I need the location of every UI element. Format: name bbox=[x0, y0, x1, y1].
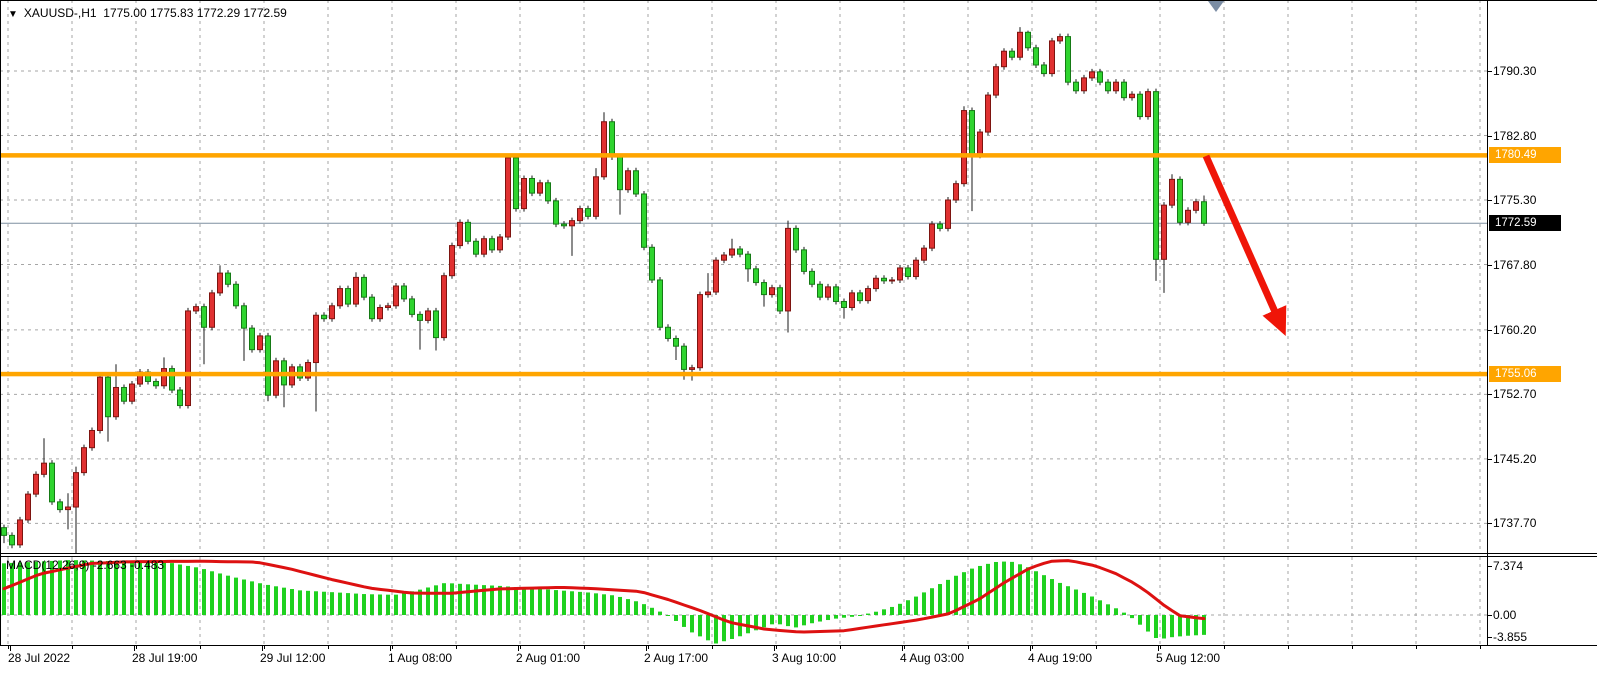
time-axis-major-tick bbox=[774, 646, 775, 651]
macd-axis-tick bbox=[1488, 615, 1492, 616]
ohlc-low: 1772.29 bbox=[196, 6, 241, 20]
support-line[interactable] bbox=[0, 371, 1487, 377]
panel-separator-top bbox=[0, 553, 1597, 554]
price-axis-separator bbox=[1487, 0, 1488, 646]
price-axis-tick bbox=[1488, 135, 1492, 137]
time-axis-tick bbox=[648, 646, 649, 649]
macd-axis-label: 0.00 bbox=[1493, 608, 1517, 622]
price-axis-tick bbox=[1488, 329, 1492, 331]
macd-histogram bbox=[2, 560, 1206, 644]
time-axis-tick bbox=[200, 646, 201, 649]
price-axis-label: 1752.70 bbox=[1493, 387, 1537, 402]
chart-shift-marker-icon[interactable] bbox=[1208, 1, 1224, 12]
time-axis-label: 3 Aug 10:00 bbox=[772, 651, 837, 665]
price-axis-tick bbox=[1488, 394, 1492, 396]
time-axis-tick bbox=[1160, 646, 1161, 649]
chart-top-border bbox=[0, 0, 1597, 1]
macd-signal-line bbox=[2, 559, 1206, 634]
macd-axis-label: 7.374 bbox=[1493, 559, 1524, 573]
time-axis-major-tick bbox=[1030, 646, 1031, 651]
time-axis-tick bbox=[1096, 646, 1097, 649]
macd-indicator-label: MACD(12,26,9) -2.663 -0.483 bbox=[6, 558, 165, 572]
time-axis-label: 2 Aug 17:00 bbox=[644, 651, 709, 665]
price-axis-label: 1782.80 bbox=[1493, 128, 1537, 143]
time-axis-tick bbox=[904, 646, 905, 649]
time-axis-label: 28 Jul 19:00 bbox=[132, 651, 198, 665]
symbol-ohlc-header: ▼ XAUUSD-,H1 1775.00 1775.83 1772.29 1772… bbox=[8, 6, 287, 20]
time-axis-tick bbox=[1480, 646, 1481, 649]
time-axis-tick bbox=[8, 646, 9, 649]
price-axis-label: 1790.30 bbox=[1493, 64, 1537, 78]
macd-axis-tick bbox=[1488, 566, 1492, 567]
time-axis-label: 2 Aug 01:00 bbox=[516, 651, 581, 665]
time-axis-label: 4 Aug 03:00 bbox=[900, 651, 965, 665]
price-axis-tick bbox=[1488, 264, 1492, 266]
price-axis-tick bbox=[1488, 458, 1492, 460]
time-axis-major-tick bbox=[10, 646, 11, 651]
time-axis-label: 28 Jul 2022 bbox=[8, 651, 71, 665]
time-axis-major-tick bbox=[902, 646, 903, 651]
time-axis-tick bbox=[1224, 646, 1225, 649]
price-axis-tick bbox=[1488, 523, 1492, 525]
time-axis-tick bbox=[712, 646, 713, 649]
time-axis-tick bbox=[840, 646, 841, 649]
time-axis-label: 1 Aug 08:00 bbox=[388, 651, 453, 665]
time-axis-tick bbox=[1352, 646, 1353, 649]
price-axis-label: 1767.80 bbox=[1493, 257, 1537, 272]
time-axis-tick bbox=[776, 646, 777, 649]
time-axis-tick bbox=[392, 646, 393, 649]
main-price-chart[interactable] bbox=[0, 0, 1487, 553]
macd-indicator-panel[interactable] bbox=[0, 557, 1487, 645]
time-axis-tick bbox=[328, 646, 329, 649]
price-axis-tick bbox=[1488, 71, 1492, 72]
support-price-tag: 1755.06 bbox=[1489, 366, 1561, 383]
price-axis-label: 1775.30 bbox=[1493, 193, 1537, 207]
macd-grid bbox=[0, 557, 1487, 645]
symbol-period-label: XAUUSD-,H1 bbox=[23, 6, 97, 20]
time-axis-tick bbox=[264, 646, 265, 649]
time-axis-label: 5 Aug 12:00 bbox=[1156, 651, 1221, 665]
ohlc-close: 1772.59 bbox=[243, 6, 287, 20]
time-axis-tick bbox=[136, 646, 137, 649]
symbol-dropdown-icon: ▼ bbox=[8, 9, 18, 20]
chart-left-border bbox=[0, 0, 1, 646]
trend-arrow[interactable] bbox=[1202, 154, 1287, 336]
time-axis-tick bbox=[968, 646, 969, 649]
ohlc-open: 1775.00 bbox=[103, 6, 147, 20]
candlestick-series bbox=[1, 27, 1207, 553]
time-axis-tick bbox=[584, 646, 585, 649]
time-axis-major-tick bbox=[134, 646, 135, 651]
macd-axis-tick bbox=[1488, 637, 1492, 638]
time-axis-tick bbox=[72, 646, 73, 649]
ohlc-high: 1775.83 bbox=[150, 6, 194, 20]
time-axis-tick bbox=[520, 646, 521, 649]
time-axis-tick bbox=[1032, 646, 1033, 649]
resistance-line[interactable] bbox=[0, 153, 1487, 158]
time-axis-major-tick bbox=[646, 646, 647, 651]
resistance-price-tag: 1780.49 bbox=[1489, 147, 1561, 164]
time-axis-label: 4 Aug 19:00 bbox=[1028, 651, 1093, 665]
time-axis-label: 29 Jul 12:00 bbox=[260, 651, 326, 665]
time-axis-major-tick bbox=[390, 646, 391, 651]
current-price-tag: 1772.59 bbox=[1489, 215, 1561, 232]
panel-separator-bottom bbox=[0, 556, 1597, 557]
macd-axis-label: -3.855 bbox=[1493, 630, 1528, 644]
price-axis-tick bbox=[1488, 200, 1492, 201]
time-axis-separator bbox=[0, 645, 1597, 646]
price-axis-label: 1760.20 bbox=[1493, 322, 1537, 337]
time-axis-major-tick bbox=[1158, 646, 1159, 651]
main-grid bbox=[0, 0, 1487, 553]
price-axis-label: 1745.20 bbox=[1493, 451, 1537, 466]
time-axis-tick bbox=[456, 646, 457, 649]
time-axis-tick bbox=[1288, 646, 1289, 649]
time-axis-tick bbox=[1416, 646, 1417, 649]
time-axis-major-tick bbox=[518, 646, 519, 651]
price-axis-label: 1737.70 bbox=[1493, 516, 1537, 531]
time-axis-major-tick bbox=[262, 646, 263, 651]
